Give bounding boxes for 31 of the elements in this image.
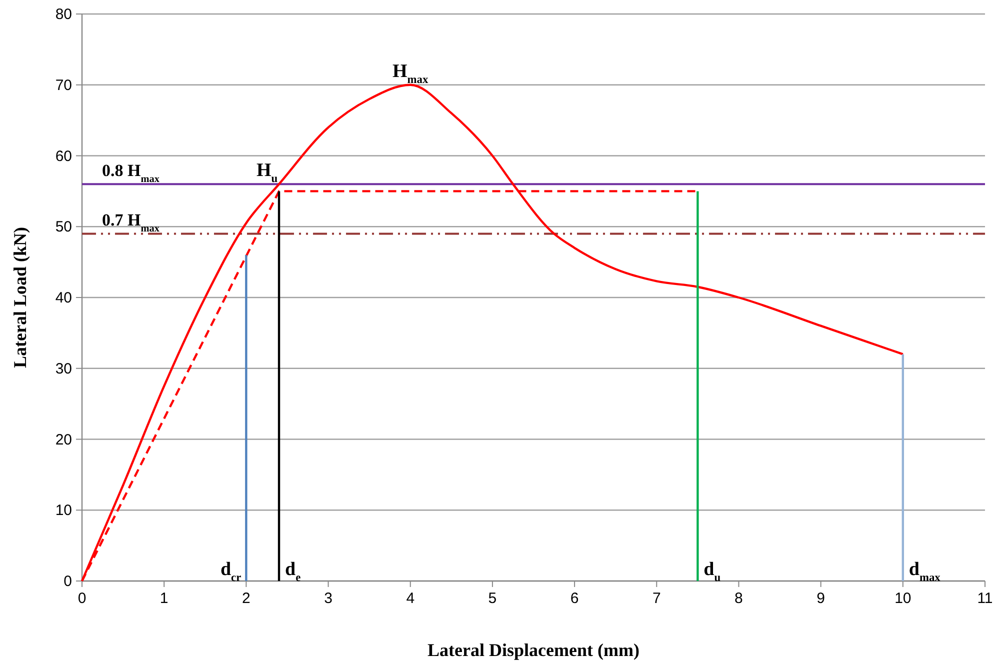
annotation: H$_{u}$ xyxy=(256,160,278,186)
ref-line-label: 0.8 H$_{max}$ xyxy=(102,161,160,185)
y-axis-title: Lateral Load (kN) xyxy=(10,227,30,368)
ref-line-label: 0.7 H$_{max}$ xyxy=(102,210,160,234)
x-axis-title: Lateral Displacement (mm) xyxy=(428,640,640,660)
y-tick-label: 0 xyxy=(64,573,72,590)
annotation: d$_{max}$ xyxy=(908,559,941,584)
x-tick-label: 3 xyxy=(324,590,332,607)
x-tick-label: 7 xyxy=(652,590,661,607)
annotation: H$_{max}$ xyxy=(392,60,428,86)
annotation: d$_{u}$ xyxy=(704,559,722,584)
y-tick-label: 70 xyxy=(55,76,72,94)
x-tick-label: 11 xyxy=(977,590,993,607)
y-tick-label: 50 xyxy=(55,218,72,236)
x-tick-label: 0 xyxy=(78,590,86,607)
x-tick-label: 6 xyxy=(570,590,579,607)
x-tick-label: 8 xyxy=(734,590,743,607)
x-tick-label: 4 xyxy=(406,590,415,607)
x-tick-label: 10 xyxy=(894,590,912,607)
y-tick-label: 40 xyxy=(55,290,72,306)
y-tick-label: 60 xyxy=(55,148,72,165)
y-tick-label: 10 xyxy=(55,502,72,520)
y-tick-label: 80 xyxy=(55,6,72,23)
x-tick-label: 2 xyxy=(242,590,250,607)
y-tick-label: 30 xyxy=(55,360,72,378)
y-tick-label: 20 xyxy=(55,431,72,448)
x-tick-label: 1 xyxy=(160,590,168,607)
annotation: d$_{e}$ xyxy=(285,559,301,584)
annotation: d$_{cr}$ xyxy=(220,559,242,584)
x-tick-label: 9 xyxy=(816,590,825,607)
x-tick-label: 5 xyxy=(488,590,497,607)
